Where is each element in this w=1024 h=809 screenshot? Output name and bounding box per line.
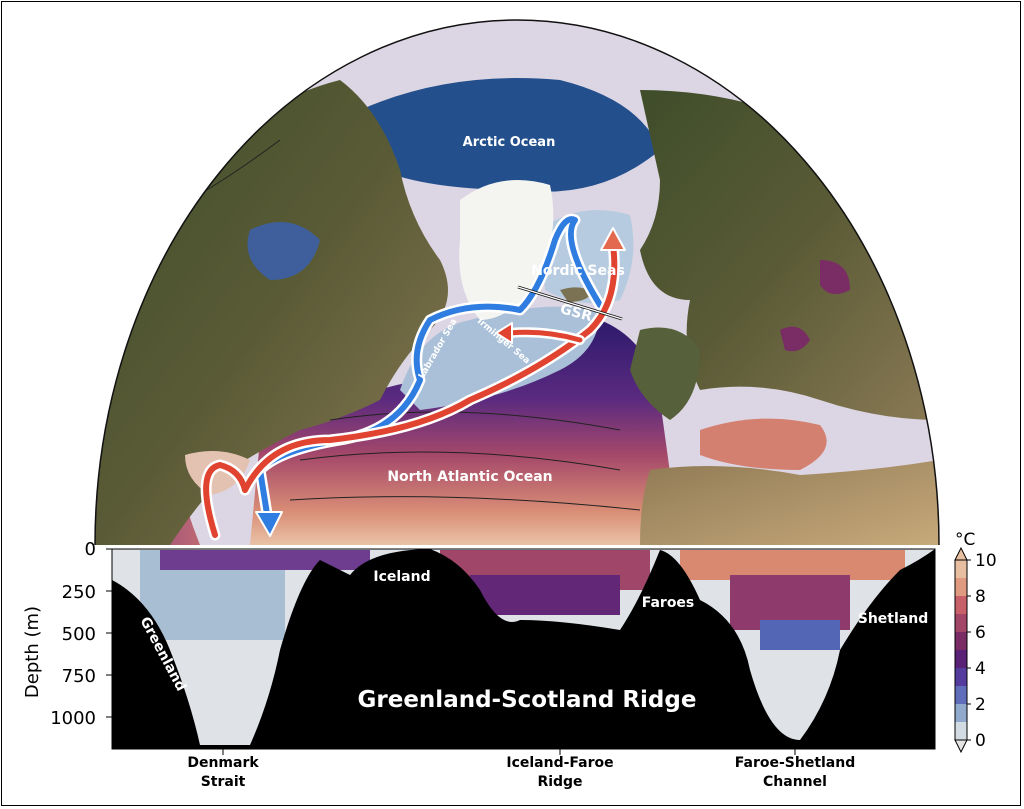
caspian-sea — [780, 326, 810, 352]
label-iceland-faroe-line2: Ridge — [537, 774, 582, 790]
colorbar-tick-label: 2 — [975, 695, 986, 715]
colorbar-swatch — [955, 686, 967, 705]
warm-flow-arrowhead-north — [600, 227, 626, 251]
cold-flow-arrowhead — [255, 511, 283, 537]
label-faroes-section: Faroes — [642, 595, 695, 611]
globe-outline — [94, 19, 940, 546]
western-europe — [630, 327, 700, 420]
isotherm-line — [289, 496, 641, 511]
colorbar-swatch — [955, 650, 967, 669]
seafloor-bathymetry — [112, 549, 935, 749]
isotherm-line — [329, 411, 621, 431]
y-tick-marks — [106, 548, 112, 718]
colorbar-swatch — [955, 560, 967, 579]
fsc-deep-water — [760, 620, 840, 650]
section-frame — [111, 548, 936, 750]
ridge-section-panel: Greenland Iceland Faroes Shetland Greenl… — [22, 539, 936, 790]
colorbar-swatch — [955, 722, 967, 741]
colorbar-ticks: 10 8 6 4 2 0 — [967, 551, 997, 751]
colorbar-tick-label: 8 — [975, 587, 986, 607]
label-iceland-section: Iceland — [373, 569, 430, 585]
colorbar-tick-label: 6 — [975, 623, 986, 643]
warm-atlantic-pathway — [200, 227, 626, 541]
colorbar-swatch — [955, 632, 967, 651]
denmark-strait-surface — [160, 550, 370, 570]
colorbar-swatch — [955, 704, 967, 723]
y-tick-250: 250 — [62, 582, 96, 603]
section-title: Greenland-Scotland Ridge — [358, 687, 697, 713]
colorbar-bottom-extension — [954, 739, 968, 754]
colorbar-unit: °C — [955, 530, 975, 550]
label-nordic-seas: Nordic Seas — [531, 263, 625, 279]
africa — [640, 460, 939, 545]
black-sea — [820, 260, 850, 294]
y-axis-label: Depth (m) — [22, 606, 43, 698]
y-tick-750: 750 — [62, 666, 96, 687]
iceland — [560, 287, 592, 302]
label-faroe-shetland-line1: Faroe-Shetland — [735, 755, 856, 771]
colorbar-tick-label: 10 — [975, 551, 997, 571]
colorbar-tick-label: 4 — [975, 659, 986, 679]
isotherm-line — [299, 451, 621, 471]
label-north-atlantic-ocean: North Atlantic Ocean — [387, 469, 552, 485]
label-shetland-section: Shetland — [858, 611, 928, 627]
gsr-section-line-highlight — [517, 286, 623, 320]
arctic-ocean — [360, 78, 660, 192]
colorbar-swatch — [955, 668, 967, 687]
atlantic-temperature-field — [250, 320, 680, 545]
y-tick-0: 0 — [85, 539, 96, 560]
colorbar-tick-label: 0 — [975, 731, 986, 751]
label-denmark-strait-line2: Strait — [201, 774, 246, 790]
colorbar-swatch — [955, 596, 967, 615]
label-faroe-shetland-line2: Channel — [763, 774, 827, 790]
greenland-ice — [459, 180, 554, 320]
colorbar-swatches — [955, 560, 967, 741]
colorbar-frame — [954, 559, 968, 741]
hudson-bay — [247, 222, 320, 280]
label-denmark-strait-line1: Denmark — [187, 755, 259, 771]
label-iceland-faroe-line1: Iceland-Faroe — [506, 755, 613, 771]
label-arctic-ocean: Arctic Ocean — [463, 135, 556, 150]
y-tick-500: 500 — [62, 624, 96, 645]
colorbar-swatch — [955, 614, 967, 633]
warm-flow-arrowhead-irminger — [495, 322, 513, 344]
mediterranean-sea — [700, 418, 827, 470]
colorbar-swatch — [955, 578, 967, 597]
if-ridge-mid-water — [470, 575, 620, 615]
y-tick-1000: 1000 — [50, 708, 96, 729]
temperature-colorbar: °C 10 8 6 4 2 0 — [954, 530, 997, 754]
